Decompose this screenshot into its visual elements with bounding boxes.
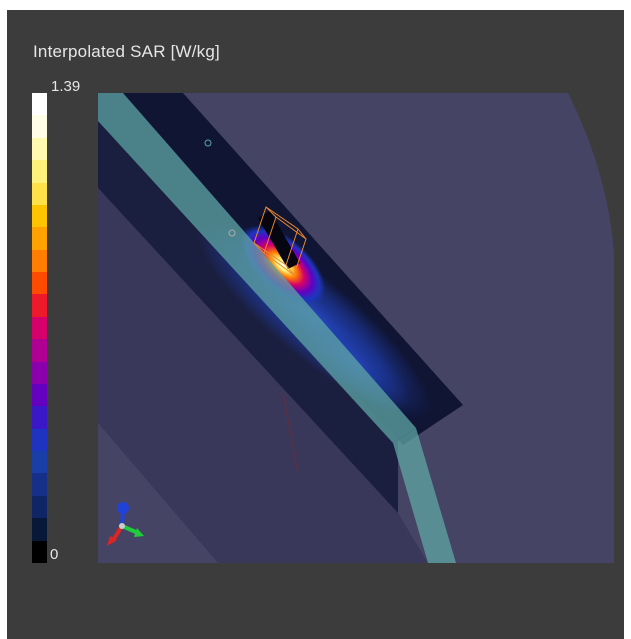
colorbar-segment-11: [32, 339, 47, 362]
colorbar-max-label: 1.39: [51, 78, 81, 95]
colorbar-segment-19: [32, 518, 47, 541]
antenna-wireframe: [253, 206, 307, 276]
colorbar-segment-20: [32, 540, 47, 563]
colorbar-segment-3: [32, 160, 47, 183]
colorbar-segment-2: [32, 137, 47, 161]
teal-strip-top: [98, 93, 416, 443]
colorbar-title: Interpolated SAR [W/kg]: [33, 42, 220, 61]
sar-colorbar: [32, 93, 47, 563]
colorbar-segment-18: [32, 495, 47, 519]
colorbar-segment-12: [32, 361, 47, 384]
colorbar-segment-9: [32, 294, 47, 317]
colorbar-segment-5: [32, 204, 47, 228]
probe-marker-1: [204, 139, 212, 147]
phantom-lower-shadow: [98, 188, 428, 563]
sar-hotspot: [240, 225, 326, 305]
colorbar-segment-10: [32, 316, 47, 340]
colorbar-segment-4: [32, 182, 47, 205]
feed-line: [282, 392, 299, 474]
colorbar-segment-14: [32, 406, 47, 429]
xyz-axes-icon: [107, 502, 144, 546]
colorbar-segment-1: [32, 115, 47, 138]
phantom-side-face: [98, 121, 398, 513]
probe-marker-2: [228, 229, 236, 237]
colorbar-segment-7: [32, 249, 47, 272]
colorbar-segment-15: [32, 428, 47, 451]
colorbar-segment-0: [32, 93, 47, 116]
colorbar-segment-6: [32, 227, 47, 250]
colorbar-segment-17: [32, 473, 47, 496]
3d-viewport[interactable]: [98, 93, 614, 563]
colorbar-segment-16: [32, 451, 47, 474]
colorbar-min-label: 0: [50, 546, 59, 563]
teal-strip-front: [393, 428, 456, 563]
colorbar-segment-8: [32, 272, 47, 295]
colorbar-segment-13: [32, 383, 47, 407]
